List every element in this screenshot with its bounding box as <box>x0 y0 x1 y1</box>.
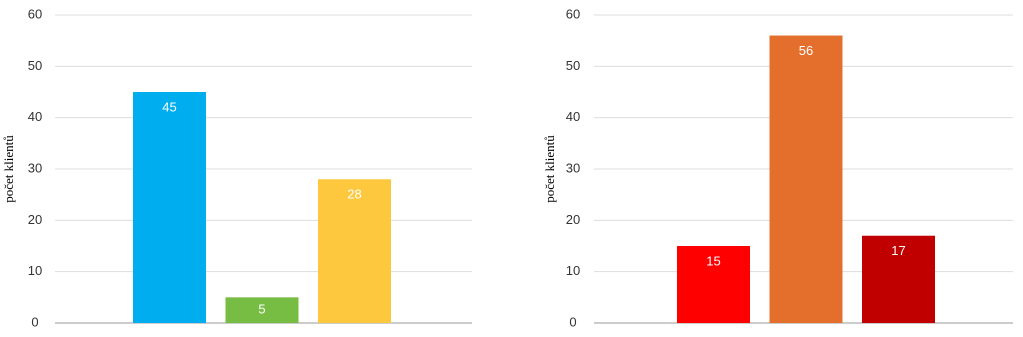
bar <box>133 92 206 323</box>
y-tick-label: 20 <box>566 212 580 227</box>
bar <box>677 246 750 323</box>
y-tick-label: 20 <box>28 212 42 227</box>
y-tick-label: 10 <box>566 263 580 278</box>
y-axis-title: počet klientů <box>542 135 557 203</box>
y-tick-label: 60 <box>566 6 580 21</box>
bar <box>318 179 391 323</box>
y-tick-label: 60 <box>28 6 42 21</box>
value-label: 5 <box>258 302 265 317</box>
bar <box>769 35 843 324</box>
value-label: 15 <box>706 253 720 268</box>
y-tick-label: 40 <box>28 109 42 124</box>
value-label: 56 <box>799 43 813 58</box>
y-tick-label: 40 <box>566 109 580 124</box>
y-tick-label: 30 <box>28 160 42 175</box>
y-tick-label: 50 <box>28 58 42 73</box>
y-tick-label: 0 <box>31 314 38 329</box>
y-tick-label: 10 <box>28 263 42 278</box>
value-label: 28 <box>347 187 361 202</box>
value-label: 45 <box>162 99 176 114</box>
y-tick-label: 50 <box>566 58 580 73</box>
value-label: 17 <box>891 243 905 258</box>
bar <box>225 297 299 323</box>
y-axis-title: počet klientů <box>1 135 16 203</box>
y-tick-label: 0 <box>569 314 576 329</box>
bar <box>862 235 935 323</box>
y-tick-label: 30 <box>566 160 580 175</box>
